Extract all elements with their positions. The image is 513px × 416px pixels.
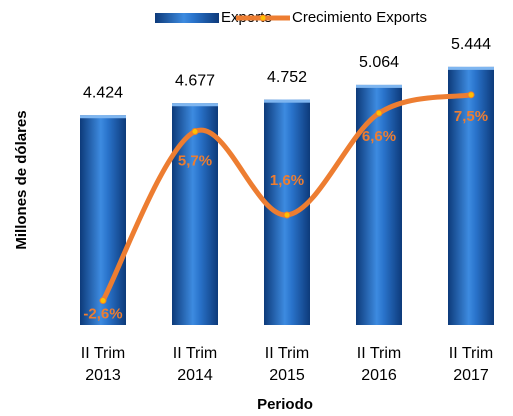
bar — [80, 115, 126, 325]
legend-label: Crecimiento Exports — [292, 9, 427, 26]
legend-marker — [259, 14, 267, 22]
bar-value-label: 5.444 — [451, 36, 491, 53]
bar-value-label: 5.064 — [359, 54, 399, 71]
bar-top — [264, 99, 310, 103]
line-marker — [99, 297, 107, 305]
line-marker — [375, 109, 383, 117]
x-tick-label: II Trim 2014 — [172, 345, 218, 384]
bar-top — [80, 115, 126, 119]
x-tick-label: II Trim 2013 — [80, 345, 126, 384]
line — [100, 92, 474, 304]
line-marker — [283, 211, 291, 219]
bar-value-label: 4.752 — [267, 69, 307, 86]
legend-swatch — [155, 13, 219, 23]
bar-top — [356, 84, 402, 88]
line-value-label: 5,7% — [178, 152, 212, 169]
x-tick-label: II Trim 2015 — [264, 345, 310, 384]
y-axis-title: Millones de dólares — [13, 110, 30, 249]
line-marker — [467, 91, 475, 99]
bar — [172, 103, 218, 325]
x-tick-label: II Trim 2017 — [448, 345, 494, 384]
bar-top — [448, 66, 494, 70]
x-axis-title: Periodo — [257, 396, 313, 413]
bar-value-label: 4.677 — [175, 72, 215, 89]
line-value-label: 1,6% — [270, 172, 304, 189]
line-value-label: 7,5% — [454, 108, 488, 125]
line-value-label: 6,6% — [362, 128, 396, 145]
bar — [356, 84, 402, 326]
bar-value-label: 4.424 — [83, 84, 123, 101]
x-tick-label: II Trim 2016 — [356, 345, 402, 384]
bar — [448, 66, 494, 326]
bar-top — [172, 103, 218, 107]
line-value-label: -2,6% — [83, 306, 122, 323]
line-marker — [191, 127, 199, 135]
